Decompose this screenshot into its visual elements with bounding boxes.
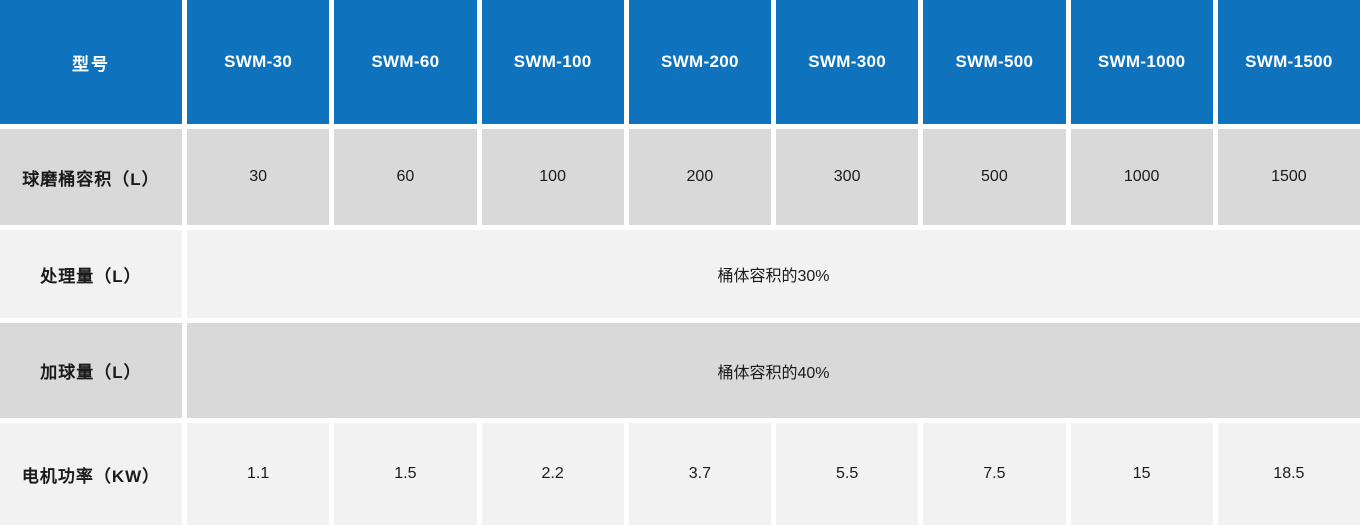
row-label-drum-volume: 球磨桶容积（L）	[0, 129, 182, 225]
cell-drum-volume-0: 30	[187, 129, 330, 225]
row-label-processing-capacity: 处理量（L）	[0, 230, 182, 318]
header-cell-swm-500: SWM-500	[923, 0, 1066, 124]
cell-drum-volume-1: 60	[334, 129, 477, 225]
cell-drum-volume-7: 1500	[1217, 129, 1360, 225]
header-cell-swm-30: SWM-30	[187, 0, 330, 124]
header-cell-swm-100: SWM-100	[481, 0, 624, 124]
row-label-ball-loading: 加球量（L）	[0, 323, 182, 418]
cell-motor-power-3: 3.7	[628, 423, 771, 525]
cell-motor-power-6: 15	[1070, 423, 1213, 525]
header-cell-swm-1000: SWM-1000	[1070, 0, 1213, 124]
cell-motor-power-7: 18.5	[1217, 423, 1360, 525]
cell-processing-capacity-merged: 桶体容积的30%	[187, 230, 1360, 318]
cell-motor-power-0: 1.1	[187, 423, 330, 525]
cell-ball-loading-merged: 桶体容积的40%	[187, 323, 1360, 418]
header-cell-swm-200: SWM-200	[628, 0, 771, 124]
cell-motor-power-5: 7.5	[923, 423, 1066, 525]
cell-drum-volume-2: 100	[481, 129, 624, 225]
cell-drum-volume-6: 1000	[1070, 129, 1213, 225]
header-cell-swm-1500: SWM-1500	[1217, 0, 1360, 124]
cell-motor-power-2: 2.2	[481, 423, 624, 525]
cell-motor-power-1: 1.5	[334, 423, 477, 525]
cell-drum-volume-4: 300	[776, 129, 919, 225]
cell-drum-volume-3: 200	[628, 129, 771, 225]
header-cell-swm-60: SWM-60	[334, 0, 477, 124]
cell-drum-volume-5: 500	[923, 129, 1066, 225]
header-cell-model-label: 型号	[0, 0, 182, 124]
header-cell-swm-300: SWM-300	[776, 0, 919, 124]
row-label-motor-power: 电机功率（KW）	[0, 423, 182, 525]
cell-motor-power-4: 5.5	[776, 423, 919, 525]
